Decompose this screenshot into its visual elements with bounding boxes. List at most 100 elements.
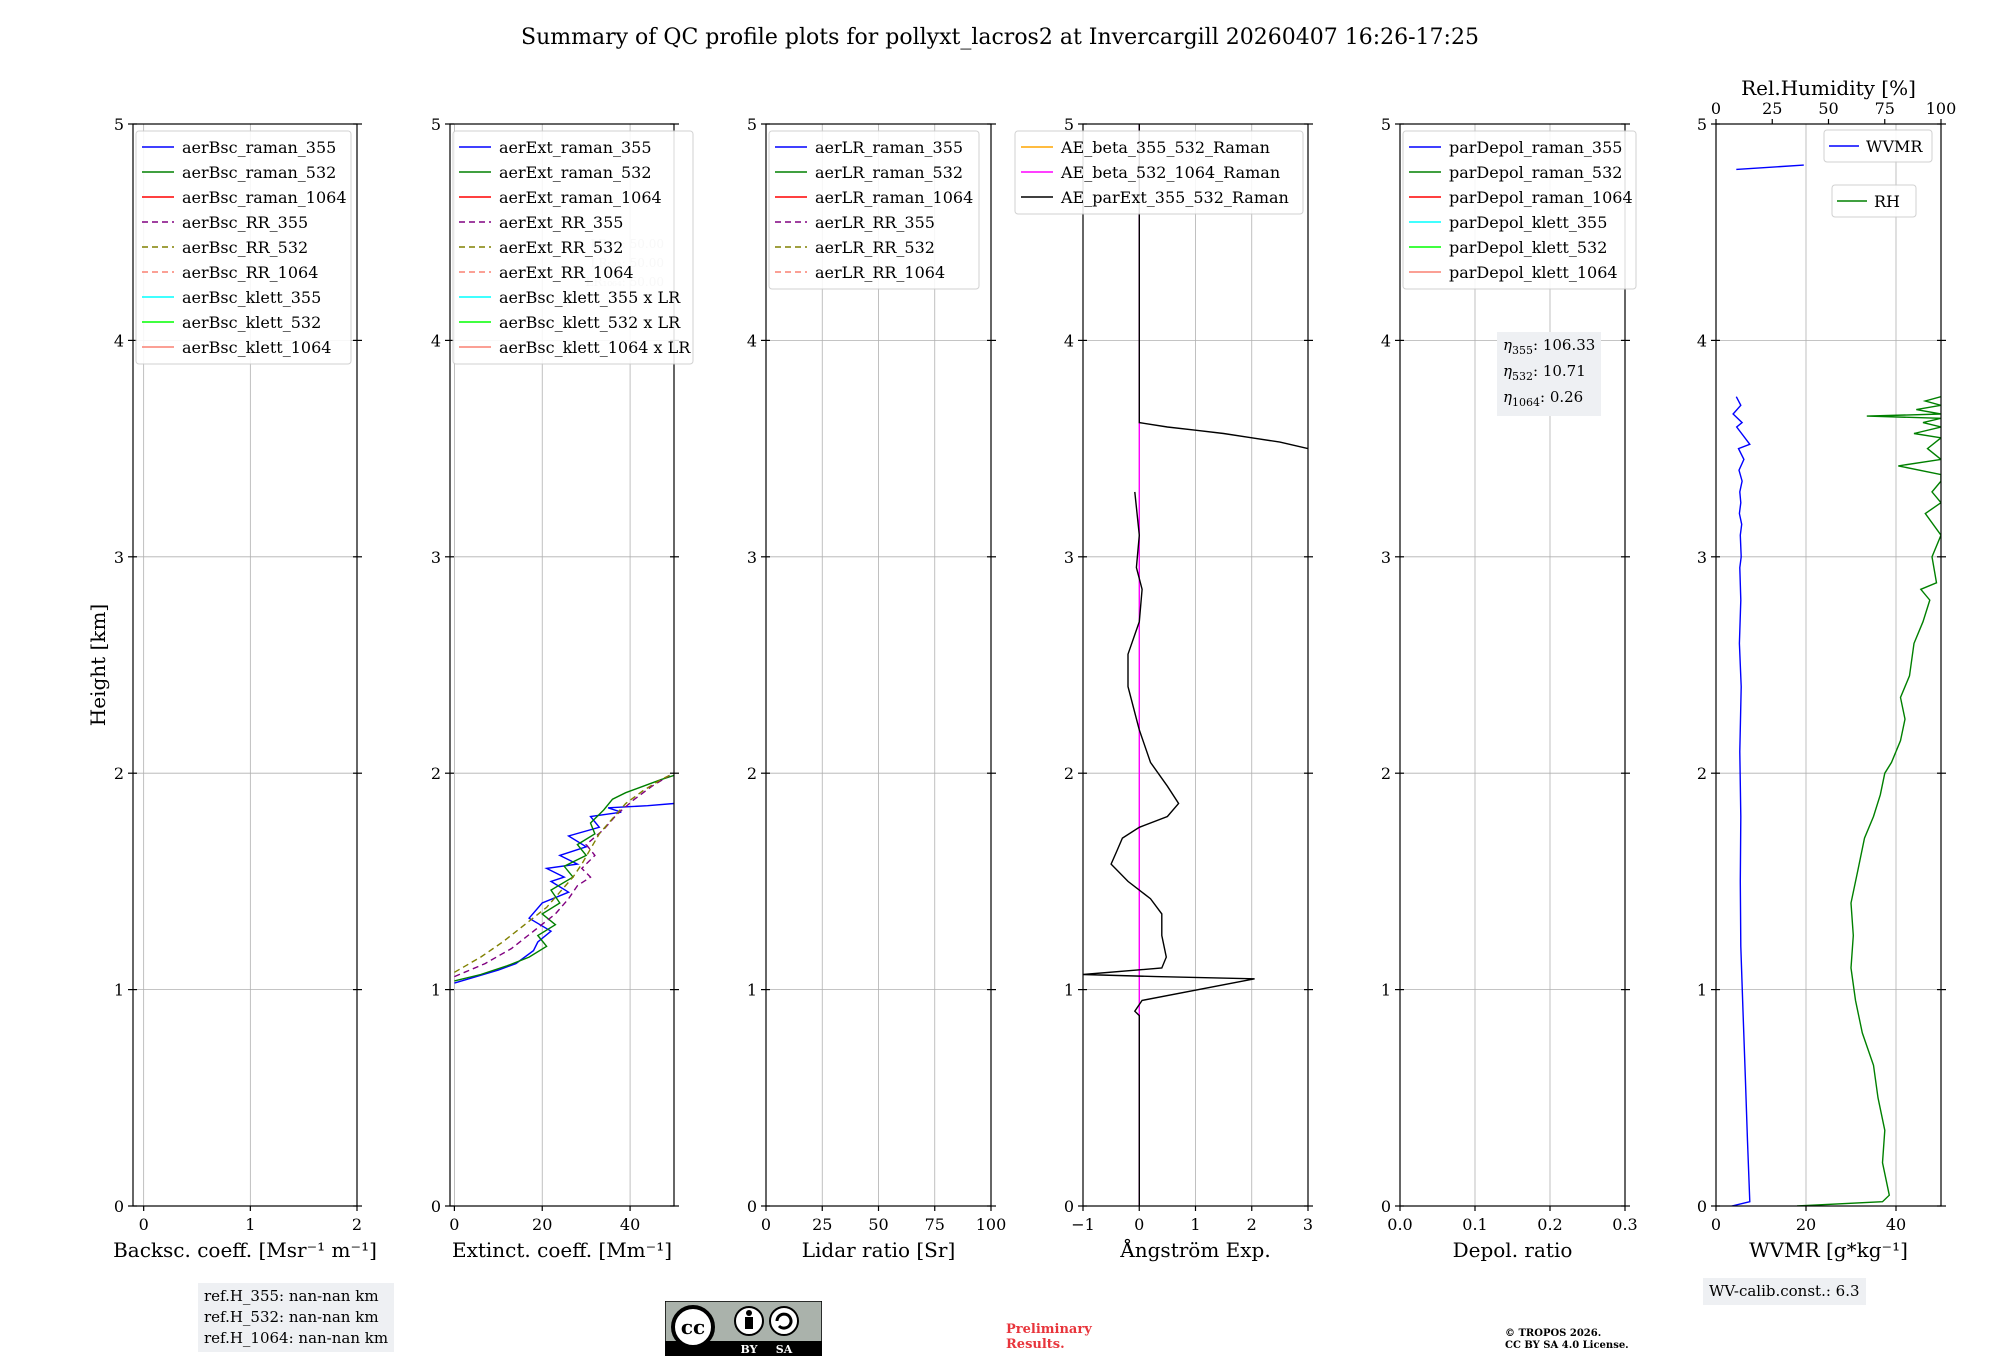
- legend-box: [768, 130, 980, 290]
- legend-depol: parDepol_raman_355 parDepol_raman_532 parD…: [1402, 130, 1637, 290]
- series-aerext-rr-532: [454, 772, 674, 973]
- y-tick-label: 0: [1697, 1197, 1707, 1216]
- legend-label: WVMR: [1866, 137, 1923, 156]
- preliminary-line-1: Preliminary: [1006, 1322, 1092, 1337]
- legend-box: [1823, 129, 1933, 163]
- legend-box: [452, 130, 694, 365]
- axes-frame: [1399, 123, 1626, 1207]
- legend-label: aerBsc_RR_532: [182, 238, 308, 257]
- y-tick-label: 2: [1064, 764, 1074, 783]
- legend-label: aerLR_RR_532: [815, 238, 935, 257]
- eta-355: η355: 106.33: [1503, 336, 1596, 357]
- legend-wvmr: WVMR: [1823, 129, 1933, 163]
- sa-label: SA: [776, 1343, 793, 1356]
- by-label: BY: [741, 1343, 758, 1356]
- y-tick-label: 3: [114, 548, 124, 567]
- x-axis-label: Backsc. coeff. [Msr⁻¹ m⁻¹]: [113, 1238, 377, 1262]
- x-axis-label: WVMR [g*kg⁻¹]: [1749, 1238, 1908, 1262]
- y-tick-label: 5: [114, 115, 124, 134]
- legend-label: parDepol_raman_532: [1449, 163, 1622, 182]
- legend-label: aerExt_RR_355: [499, 213, 623, 232]
- legend-label: aerBsc_RR_1064: [182, 263, 318, 282]
- legend-label: aerLR_RR_1064: [815, 263, 945, 282]
- legend-label: parDepol_klett_532: [1449, 238, 1607, 257]
- series-aerext-rr-355: [454, 774, 670, 978]
- x-tick-label: 2: [1247, 1215, 1257, 1234]
- y-tick-label: 2: [431, 764, 441, 783]
- x-axis-label: Depol. ratio: [1453, 1238, 1573, 1262]
- x-tick-label: 100: [976, 1215, 1007, 1234]
- legend-angstrom: AE_beta_355_532_Raman AE_beta_532_1064_Ra…: [1014, 130, 1304, 215]
- x-axis-label: Ångström Exp.: [1119, 1237, 1270, 1262]
- legend-label: aerBsc_klett_1064 x LR: [499, 338, 691, 357]
- x-tick-label: 0.1: [1462, 1215, 1487, 1234]
- legend-extinction: aerExt_raman_355 aerExt_raman_532 aerExt_r…: [452, 130, 694, 365]
- legend-label: AE_beta_532_1064_Raman: [1060, 163, 1280, 182]
- legend-label: aerBsc_klett_532: [182, 313, 321, 332]
- legend-label: aerBsc_raman_1064: [182, 188, 347, 207]
- ref-height-1064: ref.H_1064: nan-nan km: [204, 1329, 389, 1347]
- legend-label: AE_parExt_355_532_Raman: [1060, 188, 1289, 207]
- y-tick-label: 4: [431, 331, 441, 350]
- eta-box: η355: 106.33 η532: 10.71 η1064: 0.26: [1497, 332, 1602, 416]
- y-tick-label: 1: [747, 981, 757, 1000]
- cc-by-sa-badge-icon: cc BY SA: [665, 1301, 822, 1356]
- x2-tick-label: 75: [1875, 99, 1895, 118]
- y-tick-label: 1: [114, 981, 124, 1000]
- y-tick-label: 3: [747, 548, 757, 567]
- y-tick-label: 5: [1697, 115, 1707, 134]
- x-tick-label: 0: [1134, 1215, 1144, 1234]
- x-tick-label: 0: [139, 1215, 149, 1234]
- series-aerext-raman-532: [454, 774, 674, 982]
- legend-label: aerExt_raman_532: [499, 163, 652, 182]
- y-tick-label: 3: [431, 548, 441, 567]
- legend-lidar_ratio: aerLR_raman_355 aerLR_raman_532 aerLR_rama…: [768, 130, 980, 290]
- cc-logo-text: cc: [681, 1315, 705, 1339]
- x-tick-label: 50: [868, 1215, 888, 1234]
- y-tick-label: 4: [747, 331, 757, 350]
- legend-box: [1831, 184, 1917, 218]
- series-ae-parext-355-532-raman-upper-: [1138, 124, 1308, 450]
- y-tick-label: 3: [1064, 548, 1074, 567]
- legend-label: aerLR_RR_355: [815, 213, 935, 232]
- eta-532: η532: 10.71: [1503, 362, 1586, 383]
- legend-label: aerBsc_RR_355: [182, 213, 308, 232]
- y-tick-label: 0: [114, 1197, 124, 1216]
- legend-label: aerBsc_raman_355: [182, 138, 336, 157]
- legend-label: parDepol_raman_1064: [1449, 188, 1633, 207]
- series-wvmr-upper-: [1736, 164, 1804, 171]
- y-tick-label: 3: [1381, 548, 1391, 567]
- legend-box: [1014, 130, 1304, 215]
- x-tick-label: 40: [620, 1215, 640, 1234]
- y-tick-label: 4: [1064, 331, 1074, 350]
- legend-label: aerLR_raman_355: [815, 138, 963, 157]
- panel-backscatter: 0 1 2 3 4 5 0 1 2 Backsc. coeff. [Msr⁻¹ m⁻¹] Heigh…: [86, 115, 377, 1262]
- legend-label: aerBsc_klett_532 x LR: [499, 313, 681, 332]
- series-group: [1731, 164, 1941, 1206]
- legend-label: aerExt_RR_1064: [499, 263, 634, 282]
- x-tick-label: 1: [1190, 1215, 1200, 1234]
- legend-label: AE_beta_355_532_Raman: [1060, 138, 1270, 157]
- x-tick-label: 25: [812, 1215, 832, 1234]
- y-tick-label: 5: [431, 115, 441, 134]
- y-tick-label: 5: [1064, 115, 1074, 134]
- eta-1064-value: : 0.26: [1540, 388, 1584, 406]
- sa-share-icon: [769, 1306, 799, 1336]
- x-axis-label: Lidar ratio [Sr]: [802, 1238, 956, 1262]
- legend-label: aerExt_RR_532: [499, 238, 623, 257]
- legend-label: aerExt_raman_1064: [499, 188, 662, 207]
- legend-label: aerBsc_klett_355 x LR: [499, 288, 681, 307]
- x-axis-label: Extinct. coeff. [Mm⁻¹]: [452, 1238, 672, 1262]
- eta-1064: η1064: 0.26: [1503, 388, 1584, 409]
- y-axis-label: Height [km]: [86, 604, 110, 726]
- y-tick-label: 1: [1381, 981, 1391, 1000]
- series-ae-parext-355-532-raman-lower-: [1083, 491, 1255, 1206]
- license-line-2: CC BY SA 4.0 License.: [1505, 1340, 1629, 1351]
- y-tick-label: 2: [114, 764, 124, 783]
- x-tick-label: 0: [761, 1215, 771, 1234]
- y-tick-label: 1: [1697, 981, 1707, 1000]
- legend-box: [135, 130, 352, 365]
